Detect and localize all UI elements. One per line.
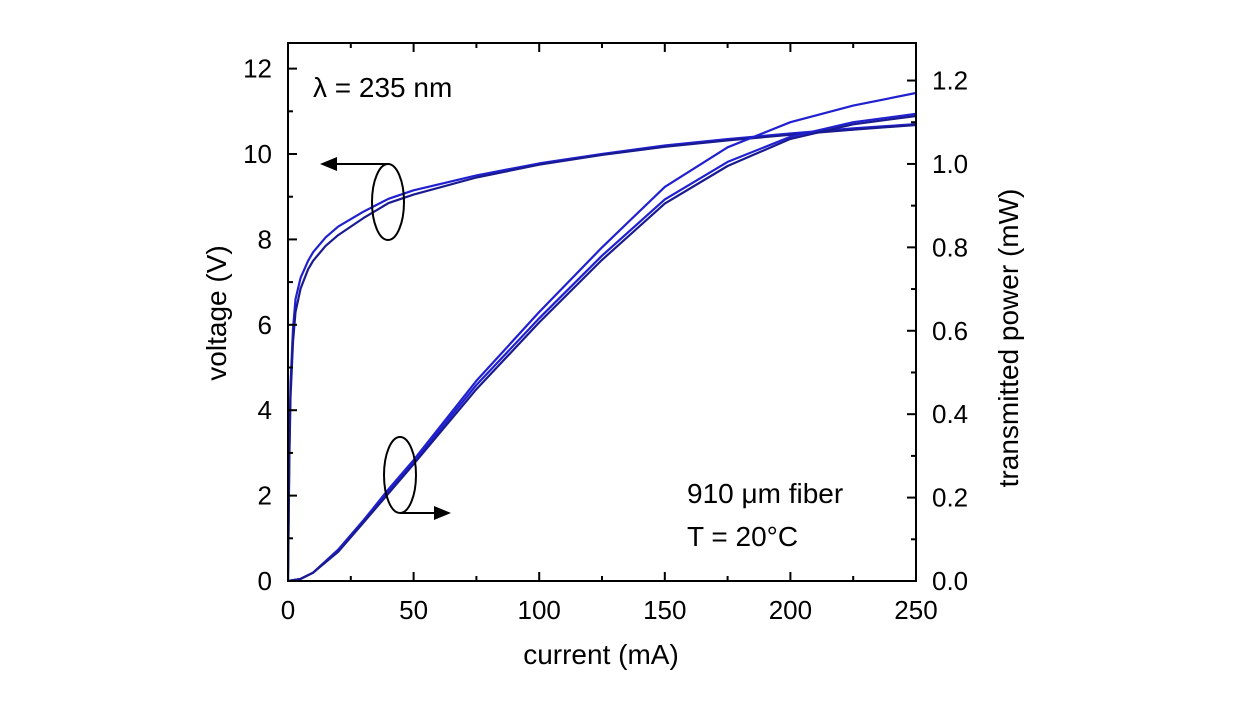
temperature-annotation: T = 20°C	[687, 521, 798, 552]
left-arrow-icon	[320, 157, 337, 171]
x-tick-label: 100	[518, 595, 561, 625]
x-tick-label: 250	[894, 595, 937, 625]
y-left-tick-label: 8	[258, 224, 272, 254]
fiber-annotation: 910 μm fiber	[687, 478, 843, 509]
y-left-tick-label: 6	[258, 310, 272, 340]
x-tick-label: 150	[643, 595, 686, 625]
y-axis-left-label: voltage (V)	[201, 245, 232, 380]
y-right-tick-label: 1.0	[932, 149, 968, 179]
series-line-5	[288, 114, 916, 581]
power-series-marker	[383, 436, 451, 520]
y-left-tick-label: 12	[243, 54, 272, 84]
series-layer	[288, 91, 916, 581]
voltage-marker-ellipse	[371, 163, 405, 241]
y-left-tick-label: 0	[258, 566, 272, 596]
x-tick-label: 50	[399, 595, 428, 625]
y-axis-right-label: transmitted power (mW)	[993, 189, 1024, 488]
series-line-1	[288, 123, 916, 581]
y-right-tick-label: 1.2	[932, 66, 968, 96]
voltage-series-marker	[320, 157, 405, 241]
y-right-tick-label: 0.2	[932, 483, 968, 513]
right-arrow-icon	[434, 506, 451, 520]
y-right-tick-label: 0.6	[932, 316, 968, 346]
y-right-tick-label: 0.0	[932, 566, 968, 596]
labels-layer: 0 50 100 150 200 250 0 2 4 6 8 10 12 0.0 0.2 0.4 0.6 0.8 1…	[243, 54, 968, 625]
series-line-3	[288, 112, 916, 581]
y-left-tick-label: 4	[258, 395, 272, 425]
wavelength-annotation: λ = 235 nm	[313, 72, 452, 103]
x-axis-label: current (mA)	[523, 639, 679, 670]
x-tick-label: 0	[281, 595, 295, 625]
y-left-tick-label: 2	[258, 481, 272, 511]
y-right-tick-label: 0.4	[932, 399, 968, 429]
x-tick-label: 200	[769, 595, 812, 625]
series-line-2	[288, 123, 916, 581]
ticks-layer	[287, 43, 917, 582]
y-left-tick-label: 10	[243, 139, 272, 169]
y-right-tick-label: 0.8	[932, 232, 968, 262]
